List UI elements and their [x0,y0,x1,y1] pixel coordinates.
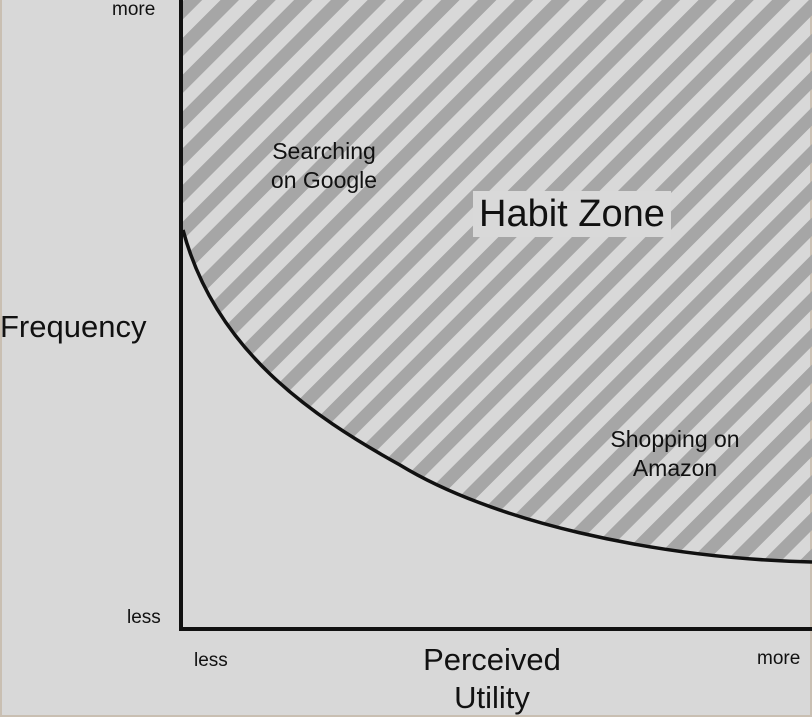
habit-zone-label: Habit Zone [473,191,671,237]
x-axis-left-label: less [194,650,228,671]
example-google-line2: on Google [270,167,378,193]
habit-curve [181,229,812,564]
y-axis-title: Frequency [0,309,147,344]
x-axis-right-label: more [757,648,801,669]
example-amazon-line1: Shopping on [610,426,740,452]
y-axis-top-label: more [112,0,156,20]
example-google: Searching on Google [258,137,390,195]
x-axis-title-line2: Utility [454,680,530,715]
habit-zone-area [183,0,812,562]
x-axis-title-line1: Perceived [423,642,561,677]
example-amazon: Shopping on Amazon [594,425,756,483]
y-axis-bottom-label: less [127,607,161,628]
example-amazon-line2: Amazon [632,455,718,481]
x-axis-title: Perceived Utility [392,641,592,717]
example-google-line1: Searching [272,138,376,164]
